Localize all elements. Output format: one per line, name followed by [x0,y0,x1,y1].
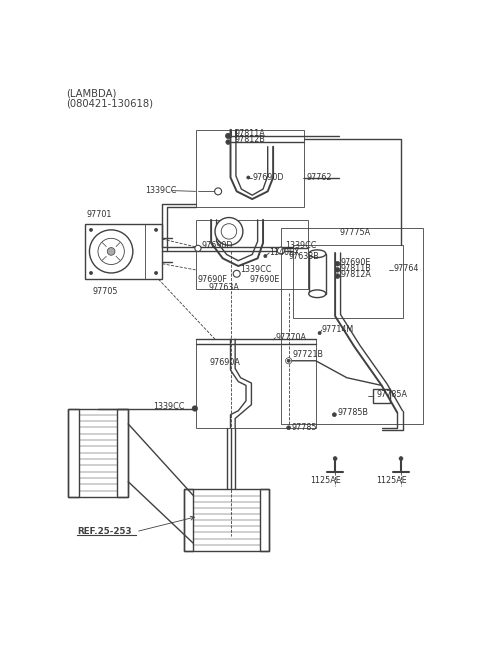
Bar [373,389,390,403]
Text: 97811A: 97811A [234,129,265,138]
Circle shape [399,457,403,461]
Text: 97705: 97705 [93,287,118,296]
Text: 97690D: 97690D [201,241,232,250]
Text: 97785B: 97785B [337,408,369,417]
Text: 97690D: 97690D [252,173,284,182]
Ellipse shape [309,290,326,297]
Circle shape [233,270,240,277]
Circle shape [333,413,336,417]
Circle shape [195,245,201,252]
Circle shape [277,247,284,254]
Circle shape [155,228,157,232]
Text: 97785A: 97785A [376,390,407,399]
Bar [184,490,269,551]
Text: 1125AE: 1125AE [376,475,407,484]
Bar [85,224,162,279]
Bar [260,490,269,551]
Text: 97690F: 97690F [198,275,228,284]
Circle shape [215,217,243,245]
Text: 1339CC: 1339CC [153,402,184,411]
Text: 1339CC: 1339CC [145,186,177,195]
Text: (LAMBDA): (LAMBDA) [66,88,117,98]
Circle shape [89,230,133,273]
Text: 97690E: 97690E [340,258,371,266]
Circle shape [333,457,337,461]
Circle shape [215,188,222,195]
Circle shape [216,189,220,194]
Text: 97762: 97762 [306,173,332,182]
Text: 97812A: 97812A [340,270,372,279]
Circle shape [287,359,290,362]
Bar [196,130,304,207]
Circle shape [89,272,93,275]
Bar [309,253,326,293]
Bar [196,339,316,428]
Ellipse shape [309,250,326,257]
Circle shape [287,426,290,430]
Bar [292,245,403,319]
Circle shape [89,228,93,232]
Text: 97633B: 97633B [288,252,319,261]
Text: 97690A: 97690A [210,358,240,367]
Circle shape [335,268,340,272]
Bar [117,408,128,497]
Text: 97775A: 97775A [339,228,370,237]
Circle shape [107,248,115,255]
Circle shape [226,140,230,144]
Text: REF.25-253: REF.25-253 [77,527,132,536]
Circle shape [98,239,124,264]
Bar [68,408,128,497]
Circle shape [192,406,198,412]
Text: 97764: 97764 [393,264,419,273]
Text: 97721B: 97721B [292,350,324,359]
Text: 97812B: 97812B [234,135,265,144]
Text: 1125AE: 1125AE [311,475,341,484]
Circle shape [286,358,292,364]
Text: (080421-130618): (080421-130618) [66,99,153,109]
Circle shape [335,273,340,279]
Circle shape [318,332,321,335]
Text: 1140EX: 1140EX [269,248,300,257]
Bar [281,228,423,424]
Text: 1339CC: 1339CC [285,241,316,250]
Text: 97701: 97701 [86,210,112,219]
Circle shape [335,261,340,266]
Text: 97811B: 97811B [340,264,372,273]
Text: 97763A: 97763A [209,283,240,292]
Circle shape [221,224,237,239]
Circle shape [264,255,267,257]
Circle shape [155,272,157,275]
Text: 97770A: 97770A [276,333,306,342]
Text: 1339CC: 1339CC [240,265,272,274]
Text: 97714M: 97714M [322,326,354,335]
Circle shape [234,272,239,276]
Circle shape [247,176,250,179]
Text: 97690E: 97690E [250,275,280,284]
Bar [184,490,193,551]
Circle shape [278,248,283,253]
Text: 97785: 97785 [292,423,317,432]
Bar [196,220,308,289]
Bar [68,408,79,497]
Circle shape [226,134,231,139]
